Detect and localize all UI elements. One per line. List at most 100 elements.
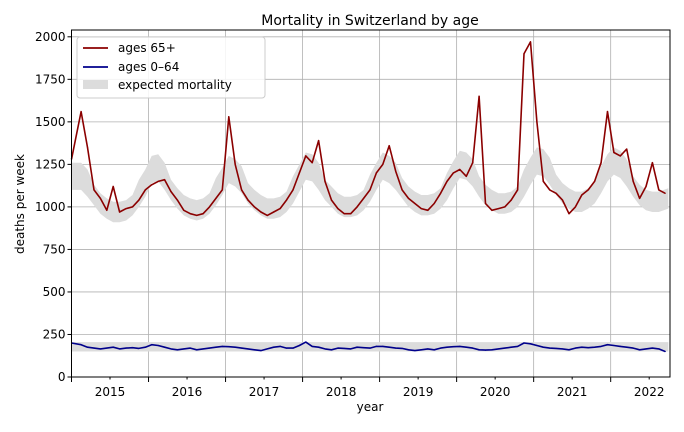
data-point	[93, 347, 95, 349]
data-point	[420, 349, 422, 351]
data-point	[93, 189, 95, 191]
data-point	[439, 347, 442, 349]
data-point	[144, 346, 146, 348]
data-point	[632, 180, 634, 182]
data-point	[119, 348, 121, 350]
data-point	[664, 192, 666, 194]
data-point	[221, 345, 223, 347]
x-tick-label: 2015	[95, 385, 126, 399]
data-point	[144, 189, 146, 191]
data-point	[581, 194, 583, 196]
legend: ages 65+ ages 0–64 expected mortality	[76, 36, 266, 99]
data-point	[170, 348, 172, 350]
data-point	[298, 344, 300, 347]
data-point	[228, 116, 230, 118]
legend-swatch-expected	[83, 80, 108, 89]
data-point	[273, 211, 275, 213]
data-point	[529, 343, 532, 345]
data-point	[574, 347, 576, 349]
expected-bands	[71, 147, 669, 352]
data-point	[183, 209, 185, 211]
data-point	[427, 209, 429, 211]
data-point	[587, 189, 589, 191]
data-point	[80, 344, 82, 346]
data-point	[125, 208, 127, 210]
data-point	[510, 346, 512, 348]
band-expected-0-64	[71, 342, 669, 352]
data-point	[369, 189, 371, 191]
data-point	[305, 341, 307, 343]
data-point	[215, 197, 217, 199]
x-tick-label: 2022	[634, 385, 665, 399]
data-point	[382, 345, 384, 347]
data-point	[504, 347, 506, 349]
data-point	[504, 206, 506, 208]
data-point	[279, 208, 281, 210]
data-point	[208, 347, 211, 349]
data-point	[395, 347, 397, 349]
data-point	[561, 348, 564, 350]
data-point	[305, 155, 307, 157]
data-point	[202, 213, 204, 215]
data-point	[362, 197, 365, 199]
data-point	[626, 148, 628, 150]
data-point	[260, 350, 262, 352]
data-point	[202, 348, 204, 350]
data-point	[542, 346, 544, 348]
data-point	[594, 346, 596, 348]
data-point	[266, 348, 268, 350]
legend-box	[76, 36, 266, 99]
data-point	[600, 345, 602, 347]
data-point	[401, 347, 403, 350]
data-point	[112, 185, 114, 188]
data-point	[555, 347, 557, 350]
data-point	[619, 345, 621, 347]
data-point	[330, 199, 333, 201]
data-point	[581, 346, 583, 348]
data-point	[292, 347, 294, 349]
y-tick-label: 2000	[35, 30, 66, 44]
data-point	[285, 347, 288, 349]
y-tick-label: 250	[43, 327, 66, 341]
data-point	[395, 170, 397, 172]
data-point	[253, 349, 256, 351]
data-point	[350, 213, 352, 215]
x-tick-label: 2016	[172, 385, 203, 399]
data-point	[247, 348, 249, 350]
data-point	[574, 206, 576, 208]
y-tick-label: 0	[58, 370, 66, 384]
data-point	[484, 349, 487, 351]
data-point	[491, 209, 493, 211]
data-point	[247, 199, 249, 201]
data-point	[523, 53, 525, 55]
data-point	[645, 348, 647, 350]
data-point	[260, 211, 262, 213]
data-point	[157, 180, 159, 182]
data-point	[215, 346, 217, 348]
data-point	[452, 346, 455, 348]
data-point	[433, 202, 435, 205]
data-point	[163, 179, 166, 181]
plot-frame	[71, 29, 671, 378]
data-point	[497, 348, 499, 350]
data-point	[542, 180, 544, 182]
data-point	[298, 172, 300, 174]
data-point	[388, 346, 390, 348]
x-tick-label: 2021	[557, 385, 588, 399]
data-point	[337, 347, 339, 349]
data-point	[645, 185, 647, 188]
data-point	[529, 41, 532, 43]
data-point	[510, 199, 512, 201]
data-point	[651, 162, 654, 164]
data-point	[285, 199, 288, 201]
data-point	[452, 172, 455, 174]
data-point	[465, 175, 467, 177]
data-point	[549, 347, 551, 349]
legend-label-65plus: ages 65+	[118, 41, 176, 55]
data-point	[337, 208, 339, 210]
data-point	[523, 342, 525, 344]
data-point	[549, 189, 551, 191]
data-point	[484, 202, 487, 205]
data-point	[536, 344, 538, 347]
data-point	[183, 348, 185, 350]
